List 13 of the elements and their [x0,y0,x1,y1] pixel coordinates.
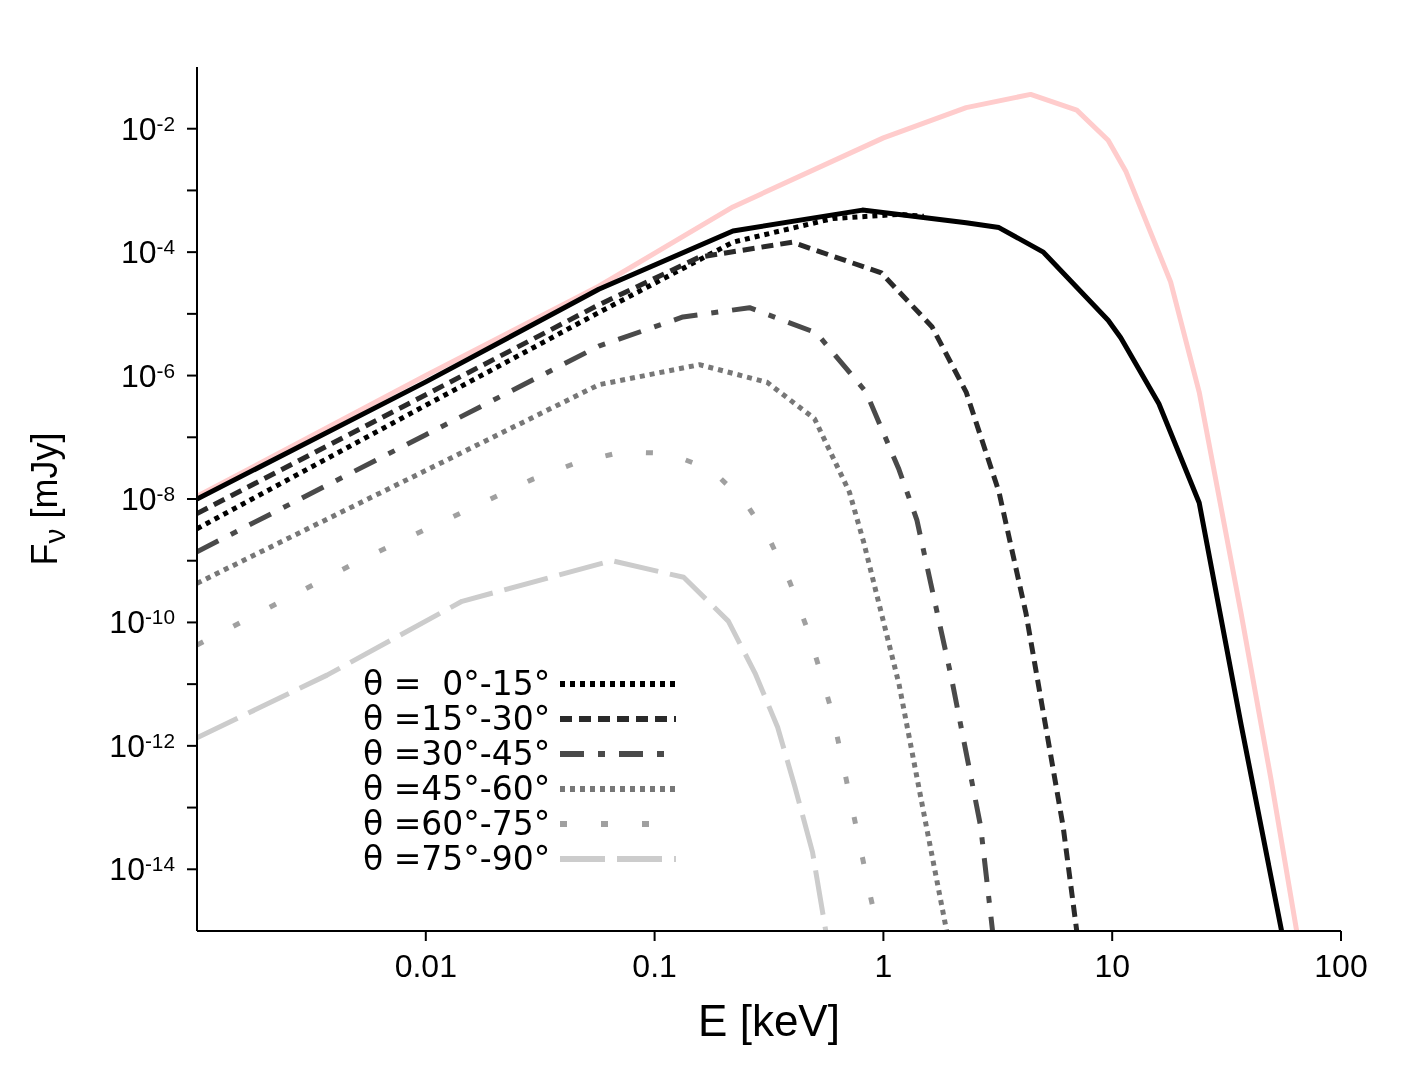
y-tick-label: 10$^{-4}$ [120,234,175,271]
x-tick-label: 100 [1314,948,1368,984]
y-tick-label: 10$^{-10}$ [109,604,175,641]
y-tick-label: 10$^{-8}$ [120,481,175,517]
y-tick-label: 10$^{-2}$ [120,110,175,147]
y-tick-label: 10$^{-12}$ [109,727,175,764]
y-tick-label: 10$^{-14}$ [109,851,175,888]
x-axis-title: E [keV] [697,996,841,1046]
y-tick-label: 10$^{-6}$ [120,357,175,394]
x-tick-label: 0.1 [632,948,677,984]
x-tick-label: 1 [874,948,893,984]
x-tick-label: 0.01 [394,948,457,984]
x-tick-label: 10 [1094,948,1130,984]
